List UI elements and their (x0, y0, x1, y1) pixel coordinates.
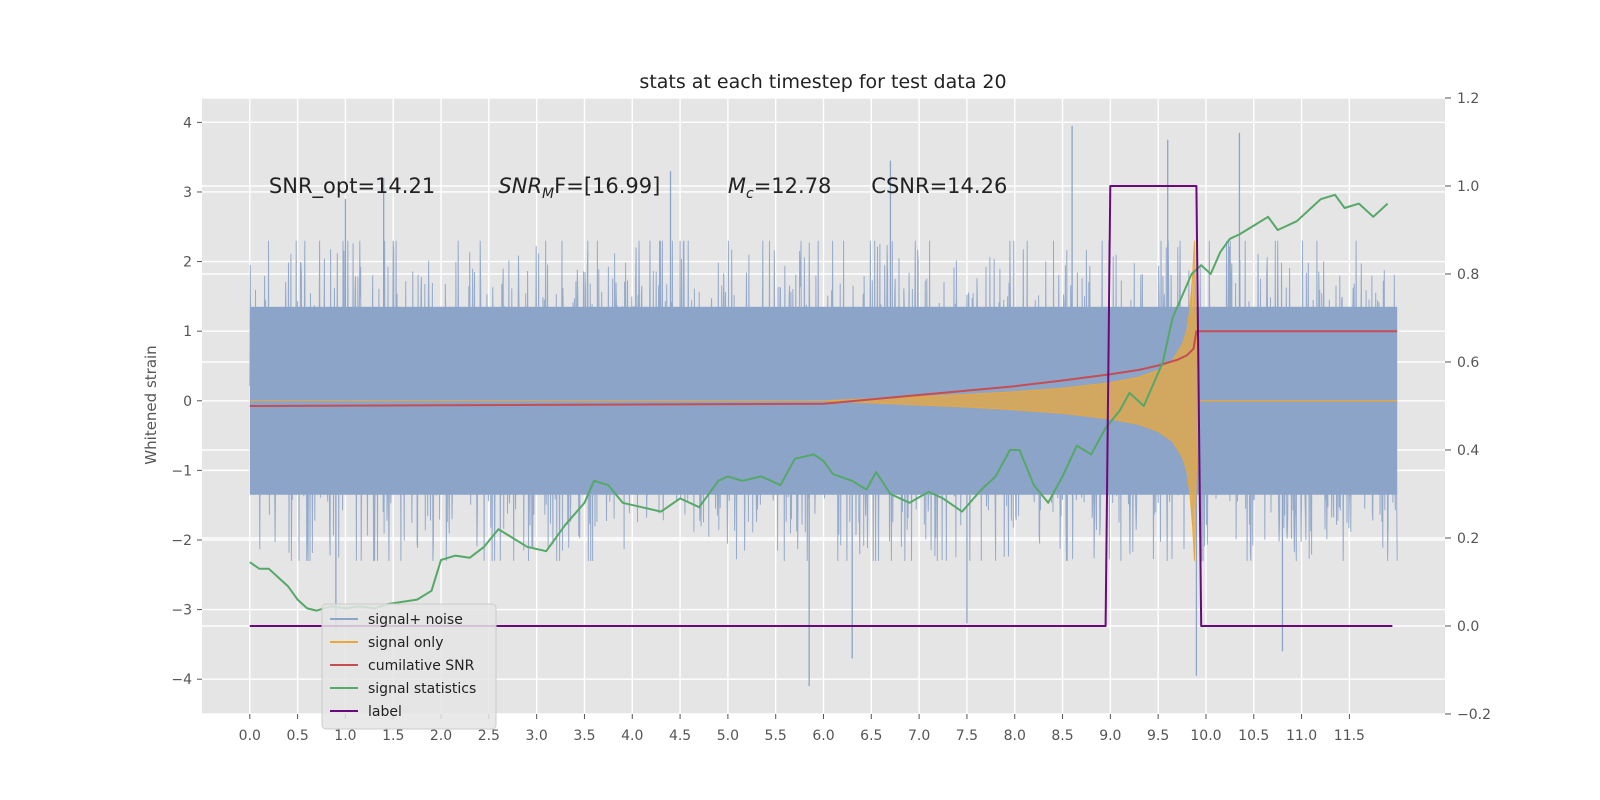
y2-tick-label: 0.6 (1457, 355, 1479, 371)
x-tick-label: 9.5 (1147, 728, 1169, 744)
legend: signal+ noise signal only cumilative SNR si… (321, 603, 497, 730)
axes: 0.0 0.5 1.0 1.5 2.0 2.5 3.0 3.5 4.0 4.5 5.0 5.5 6.0 6… (171, 91, 1491, 744)
annotation-snr-opt: SNR_opt=14.21 (269, 174, 435, 199)
label-line (249, 185, 1393, 627)
x-tick-label: 5.5 (765, 728, 787, 744)
legend-entry: label (368, 704, 402, 720)
y2-tick-label: 0.0 (1457, 619, 1479, 635)
x-tick-label: 10.5 (1238, 728, 1269, 744)
x-tick-label: 7.0 (908, 728, 930, 744)
x-tick-label: 2.5 (478, 728, 500, 744)
annotation-snr-mf: SNRMF=[16.99] (498, 174, 660, 202)
y-tick-label: 1 (183, 324, 192, 340)
legend-entry: signal+ noise (368, 612, 463, 628)
cumulative-snr-line (249, 330, 1398, 407)
annotation-chirp-mass: Mc=12.78 (728, 174, 832, 202)
legend-box (321, 603, 497, 730)
x-tick-label: 3.0 (526, 728, 548, 744)
y-tick-label: −2 (171, 533, 192, 549)
y-tick-label: −3 (171, 603, 192, 619)
y-tick-label: −4 (171, 672, 192, 688)
x-tick-label: 6.0 (812, 728, 834, 744)
y2-tick-label: −0.2 (1457, 707, 1491, 723)
chart-title: stats at each timestep for test data 20 (639, 71, 1006, 93)
annotation-csnr: CSNR=14.26 (871, 174, 1007, 198)
plot-area: 0.0 0.5 1.0 1.5 2.0 2.5 3.0 3.5 4.0 4.5 5.0 5.5 6.0 6… (171, 91, 1491, 744)
legend-entry: signal statistics (368, 681, 476, 697)
signal-statistics-line (249, 193, 1389, 612)
y2-tick-label: 0.4 (1457, 443, 1479, 459)
y-tick-label: 2 (183, 255, 192, 271)
x-tick-label: 4.0 (621, 728, 643, 744)
y-tick-label: −1 (171, 463, 192, 479)
x-tick-label: 0.5 (286, 728, 308, 744)
y2-tick-label: 1.0 (1457, 179, 1479, 195)
series-layer (249, 125, 1398, 687)
x-tick-label: 6.5 (860, 728, 882, 744)
x-tick-label: 0.0 (239, 728, 261, 744)
x-tick-label: 8.5 (1051, 728, 1073, 744)
x-tick-label: 3.5 (573, 728, 595, 744)
legend-entry: signal only (368, 635, 443, 651)
signal-only-fill (249, 240, 1398, 561)
y2-tick-label: 1.2 (1457, 91, 1479, 107)
x-tick-label: 1.0 (334, 728, 356, 744)
annotations: SNR_opt=14.21 SNRMF=[16.99] Mc=12.78 CSNR=1… (269, 174, 1007, 202)
x-tick-label: 8.0 (1004, 728, 1026, 744)
x-tick-label: 10.0 (1190, 728, 1221, 744)
legend-entry: cumilative SNR (368, 658, 475, 674)
x-tick-label: 2.0 (430, 728, 452, 744)
x-tick-label: 9.0 (1099, 728, 1121, 744)
y-tick-label: 3 (183, 185, 192, 201)
y2-tick-label: 0.8 (1457, 267, 1479, 283)
x-tick-label: 7.5 (956, 728, 978, 744)
y-axis-label: Whitened strain (142, 345, 160, 464)
x-tick-label: 11.0 (1286, 728, 1317, 744)
x-tick-label: 1.5 (382, 728, 404, 744)
x-tick-label: 4.5 (669, 728, 691, 744)
x-tick-label: 5.0 (717, 728, 739, 744)
x-tick-label: 11.5 (1334, 728, 1365, 744)
y2-tick-label: 0.2 (1457, 531, 1479, 547)
y-tick-label: 4 (183, 115, 192, 131)
y-tick-label: 0 (183, 394, 192, 410)
